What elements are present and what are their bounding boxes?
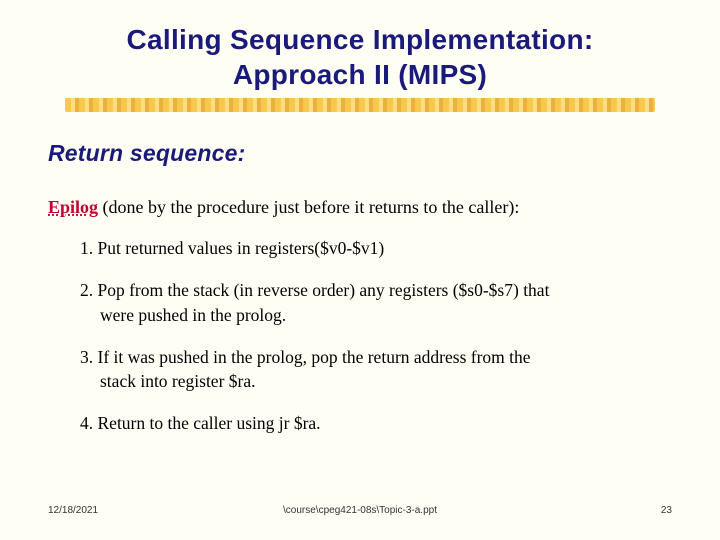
- step-item: 2. Pop from the stack (in reverse order)…: [80, 278, 672, 328]
- step-text: Return to the caller using jr $ra.: [98, 413, 321, 433]
- epilog-line: Epilog (done by the procedure just befor…: [48, 197, 672, 218]
- step-item: 4. Return to the caller using jr $ra.: [80, 411, 672, 436]
- title-underline-wrap: [48, 98, 672, 112]
- step-item: 3. If it was pushed in the prolog, pop t…: [80, 345, 672, 395]
- step-text: Pop from the stack (in reverse order) an…: [98, 280, 550, 300]
- title-underline: [65, 98, 655, 112]
- step-text-cont: were pushed in the prolog.: [80, 303, 672, 328]
- step-number: 4.: [80, 413, 93, 433]
- step-number: 2.: [80, 280, 93, 300]
- step-text: If it was pushed in the prolog, pop the …: [98, 347, 531, 367]
- step-item: 1. Put returned values in registers($v0-…: [80, 236, 672, 261]
- slide-title: Calling Sequence Implementation: Approac…: [48, 22, 672, 92]
- footer-path: \course\cpeg421-08s\Topic-3-a.ppt: [283, 505, 437, 516]
- slide-footer: 12/18/2021 \course\cpeg421-08s\Topic-3-a…: [0, 505, 720, 516]
- footer-page-number: 23: [661, 505, 672, 516]
- step-text-cont: stack into register $ra.: [80, 369, 672, 394]
- subheading: Return sequence:: [48, 140, 672, 167]
- title-line-1: Calling Sequence Implementation:: [126, 24, 593, 55]
- epilog-keyword: Epilog: [48, 197, 98, 217]
- footer-date: 12/18/2021: [48, 505, 98, 516]
- epilog-description: (done by the procedure just before it re…: [98, 197, 519, 217]
- title-line-2: Approach II (MIPS): [233, 59, 487, 90]
- step-text: Put returned values in registers($v0-$v1…: [98, 238, 385, 258]
- step-number: 1.: [80, 238, 93, 258]
- step-number: 3.: [80, 347, 93, 367]
- steps-list: 1. Put returned values in registers($v0-…: [48, 236, 672, 436]
- slide-container: Calling Sequence Implementation: Approac…: [0, 0, 720, 540]
